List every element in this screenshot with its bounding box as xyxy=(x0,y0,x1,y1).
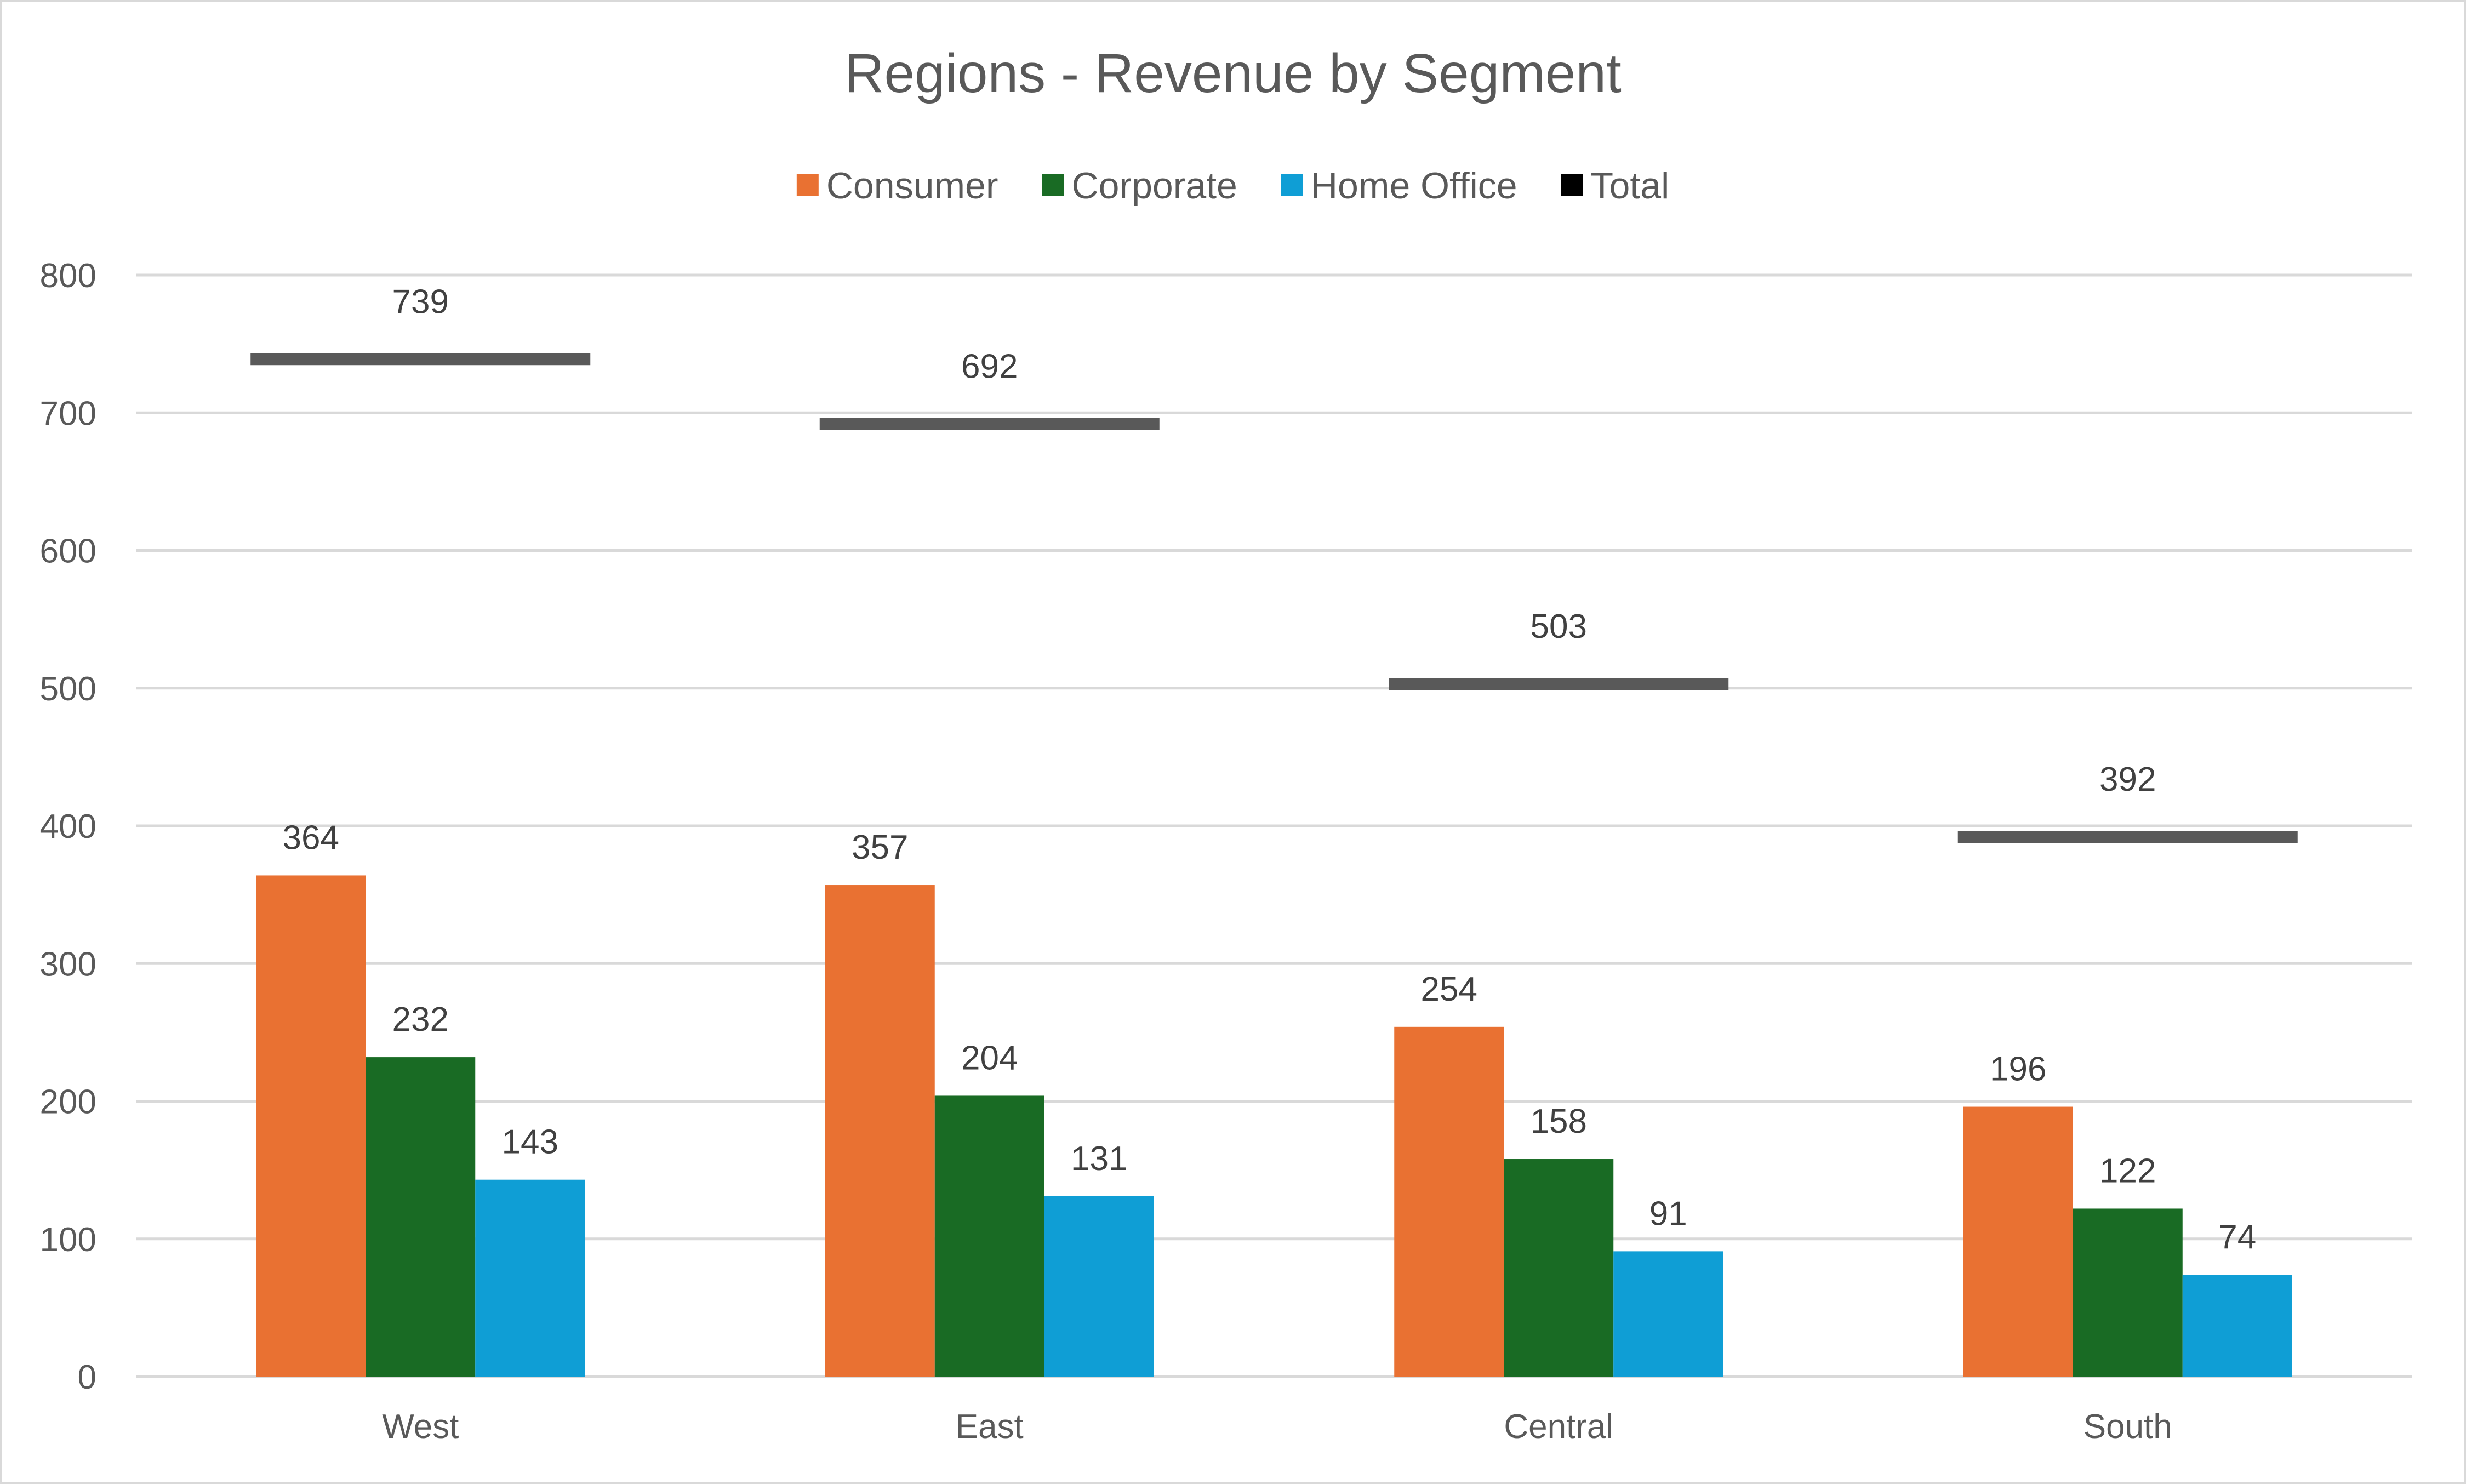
total-label: 392 xyxy=(2099,761,2156,798)
legend-item-total: Total xyxy=(1561,165,1670,207)
legend-label: Total xyxy=(1591,165,1670,207)
data-label: 122 xyxy=(2099,1152,2156,1190)
bar-corporate-south xyxy=(2073,1208,2183,1377)
x-tick-label: West xyxy=(382,1408,459,1446)
data-label: 158 xyxy=(1531,1103,1587,1140)
bar-consumer-east xyxy=(825,885,935,1377)
bar-home-office-south xyxy=(2182,1275,2292,1377)
legend-label: Home Office xyxy=(1311,165,1517,207)
legend: Consumer Corporate Home Office Total xyxy=(796,165,1670,207)
y-tick-label: 500 xyxy=(40,670,96,708)
data-label: 357 xyxy=(852,829,908,866)
bar-home-office-west xyxy=(475,1179,585,1377)
x-tick-label: East xyxy=(956,1408,1024,1446)
y-tick-label: 600 xyxy=(40,533,96,570)
total-label: 503 xyxy=(1531,608,1587,646)
bar-corporate-west xyxy=(366,1057,476,1377)
legend-item-consumer: Consumer xyxy=(796,165,998,207)
data-label: 254 xyxy=(1421,971,1477,1008)
bar-consumer-west xyxy=(256,875,366,1377)
y-tick-label: 100 xyxy=(40,1221,96,1259)
y-tick-label: 800 xyxy=(40,257,96,295)
x-tick-label: South xyxy=(2083,1408,2172,1446)
legend-label: Consumer xyxy=(826,165,998,207)
legend-swatch xyxy=(796,174,819,196)
data-label: 204 xyxy=(961,1039,1018,1077)
bar-corporate-central xyxy=(1504,1159,1614,1377)
y-tick-label: 200 xyxy=(40,1083,96,1121)
bar-home-office-central xyxy=(1613,1251,1723,1377)
total-label: 692 xyxy=(961,347,1018,385)
bar-home-office-east xyxy=(1044,1196,1154,1377)
y-tick-label: 400 xyxy=(40,808,96,846)
x-axis: West East Central South xyxy=(382,1408,2172,1446)
data-label: 74 xyxy=(2218,1218,2256,1256)
legend-swatch xyxy=(1042,174,1064,196)
y-tick-label: 300 xyxy=(40,945,96,983)
bar-corporate-east xyxy=(934,1095,1044,1377)
legend-item-home-office: Home Office xyxy=(1281,165,1517,207)
data-label: 91 xyxy=(1649,1195,1687,1232)
bars: 364 232 143 357 204 131 254 158 91 196 122 74 xyxy=(256,819,2292,1377)
y-axis: 0 100 200 300 400 500 600 700 800 xyxy=(40,257,96,1396)
bar-consumer-central xyxy=(1394,1026,1504,1377)
data-label: 131 xyxy=(1071,1140,1127,1178)
legend-swatch xyxy=(1281,174,1303,196)
data-label: 143 xyxy=(502,1123,558,1161)
legend-item-corporate: Corporate xyxy=(1042,165,1237,207)
data-label: 196 xyxy=(1990,1051,2046,1088)
data-label: 232 xyxy=(392,1001,449,1038)
chart-title: Regions - Revenue by Segment xyxy=(844,43,1622,104)
legend-label: Corporate xyxy=(1071,165,1237,207)
total-label: 739 xyxy=(392,283,449,321)
y-tick-label: 0 xyxy=(78,1359,96,1396)
legend-swatch xyxy=(1561,174,1583,196)
y-tick-label: 700 xyxy=(40,395,96,432)
x-tick-label: Central xyxy=(1504,1408,1613,1446)
total-markers: 739 692 503 392 xyxy=(250,283,2298,843)
bar-consumer-south xyxy=(1963,1106,2073,1377)
data-label: 364 xyxy=(283,819,339,857)
